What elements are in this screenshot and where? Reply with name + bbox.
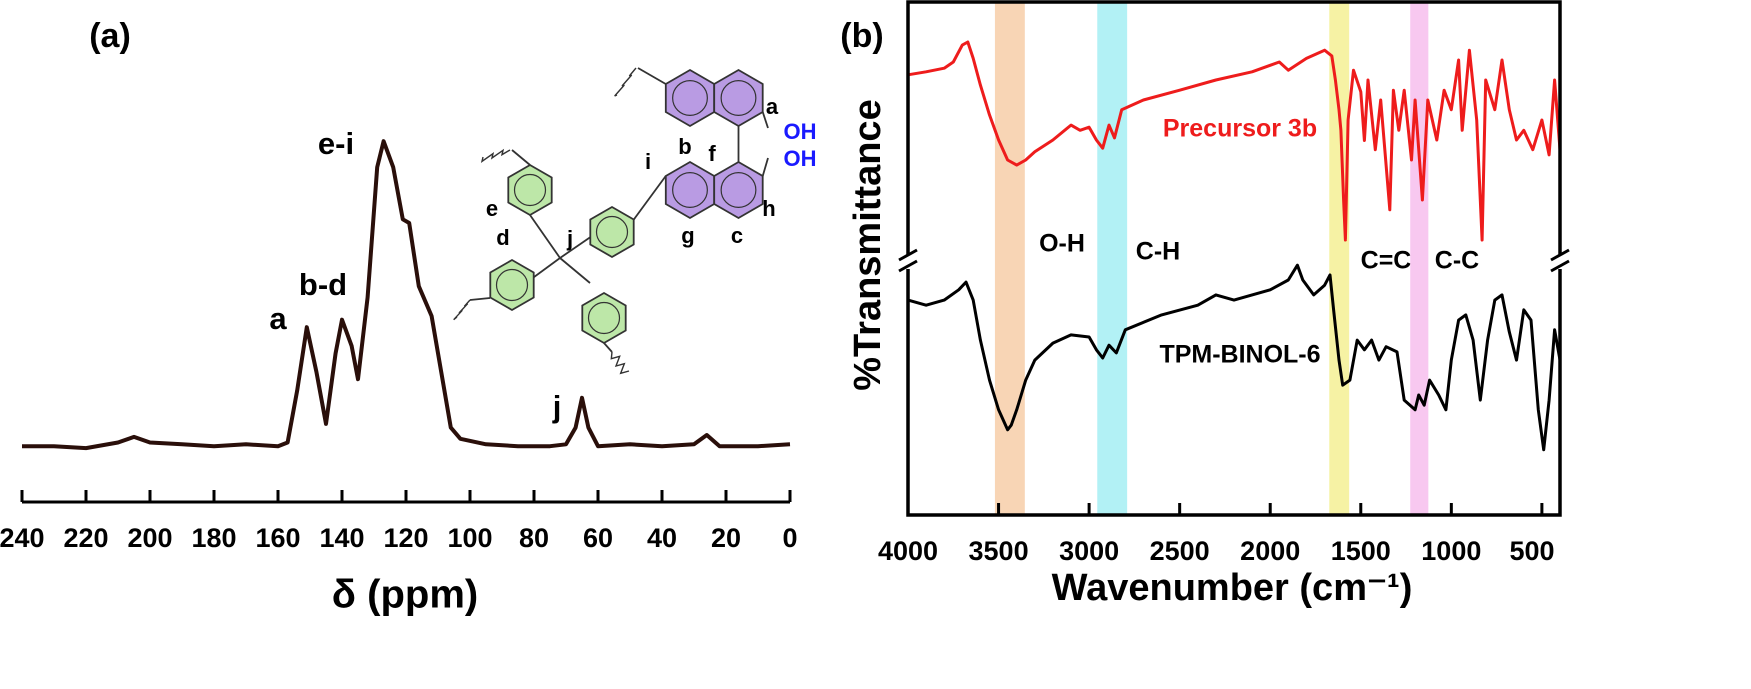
x-tick-label: 40 <box>647 523 677 553</box>
spectrum-line <box>22 139 791 451</box>
bond <box>469 297 491 301</box>
spectrum-line <box>907 40 1562 242</box>
x-axis-label: Wavenumber (cm⁻¹) <box>1052 567 1413 609</box>
bond <box>631 175 667 223</box>
structure-label: e <box>486 196 498 221</box>
phenyl-ring-inner <box>587 301 621 335</box>
structure-label: h <box>762 196 775 221</box>
x-tick-label: 140 <box>319 523 364 553</box>
phenyl-ring <box>507 163 553 217</box>
wavy-bond <box>480 148 511 163</box>
spectrum-line <box>907 263 1562 452</box>
structure-label: OH <box>784 146 817 171</box>
x-tick-label: 0 <box>782 523 797 553</box>
x-axis-label: δ (ppm) <box>332 573 478 617</box>
structure-label: g <box>681 223 694 248</box>
bond <box>761 111 769 129</box>
x-tick-label: 4000 <box>878 536 938 566</box>
band-label: C-C <box>1435 247 1479 275</box>
naphthalene-ring-inner <box>672 80 708 116</box>
band <box>1329 2 1350 515</box>
x-tick-label: 3500 <box>969 536 1029 566</box>
x-tick-label: 100 <box>447 523 492 553</box>
axis-break-mark <box>1550 259 1570 273</box>
x-tick-label: 2000 <box>1240 536 1300 566</box>
x-tick-label: 1000 <box>1421 536 1481 566</box>
band <box>1097 2 1128 515</box>
x-tick-label: 220 <box>63 523 108 553</box>
structure-label: c <box>731 223 743 248</box>
phenyl-ring-inner <box>513 173 547 207</box>
y-axis-label: %Transmittance <box>847 99 889 390</box>
x-tick-label: 60 <box>583 523 613 553</box>
axis-break-mark <box>898 259 918 273</box>
peak-label: e-i <box>318 126 354 161</box>
structure-label: i <box>645 149 651 174</box>
x-tick-label: 240 <box>0 523 45 553</box>
bond <box>603 342 613 353</box>
x-tick-label: 20 <box>711 523 741 553</box>
x-tick-label: 160 <box>255 523 300 553</box>
wavy-bond <box>453 299 471 321</box>
x-tick-label: 500 <box>1509 536 1554 566</box>
band-label: C-H <box>1136 238 1180 266</box>
phenyl-ring-inner <box>495 268 529 302</box>
bond <box>529 214 561 259</box>
structure-label: OH <box>784 119 817 144</box>
x-tick-label: 3000 <box>1059 536 1119 566</box>
x-tick-label: 120 <box>383 523 428 553</box>
phenyl-ring <box>489 258 535 312</box>
bond <box>529 257 561 281</box>
band-label: C=C <box>1361 247 1412 275</box>
naphthalene-ring-inner <box>672 172 708 208</box>
peak-label: a <box>269 301 287 336</box>
structure-label: d <box>496 225 509 250</box>
x-tick-label: 2500 <box>1150 536 1210 566</box>
bond <box>559 235 593 259</box>
x-tick-label: 80 <box>519 523 549 553</box>
bond <box>637 67 667 85</box>
phenyl-ring-inner <box>595 215 629 249</box>
structure-label: b <box>678 134 691 159</box>
panel-label: (a) <box>89 17 131 55</box>
peak-label: b-d <box>299 267 347 302</box>
bond <box>761 157 769 177</box>
axis-break-mark <box>1550 248 1570 262</box>
naphthalene-ring-inner <box>720 80 757 116</box>
bond <box>559 257 591 284</box>
band <box>994 2 1025 515</box>
series-label: TPM-BINOL-6 <box>1159 341 1320 369</box>
structure-label: f <box>708 141 716 166</box>
wavy-bond <box>610 351 630 375</box>
structure-label: j <box>566 226 573 251</box>
naphthalene-ring-inner <box>720 172 757 208</box>
x-tick-label: 200 <box>127 523 172 553</box>
structure-label: a <box>766 94 779 119</box>
peak-label: j <box>552 389 562 424</box>
phenyl-ring <box>589 205 635 259</box>
axis-break-mark <box>898 248 918 262</box>
x-tick-label: 1500 <box>1331 536 1391 566</box>
x-tick-label: 180 <box>191 523 236 553</box>
panel-label: (b) <box>840 17 883 55</box>
bond <box>511 149 531 166</box>
band-label: O-H <box>1039 230 1085 258</box>
band <box>1410 2 1429 515</box>
naphthalene-ring <box>713 160 764 220</box>
series-label: Precursor 3b <box>1163 115 1317 143</box>
naphthalene-ring <box>713 68 764 128</box>
wavy-bond <box>614 67 637 97</box>
